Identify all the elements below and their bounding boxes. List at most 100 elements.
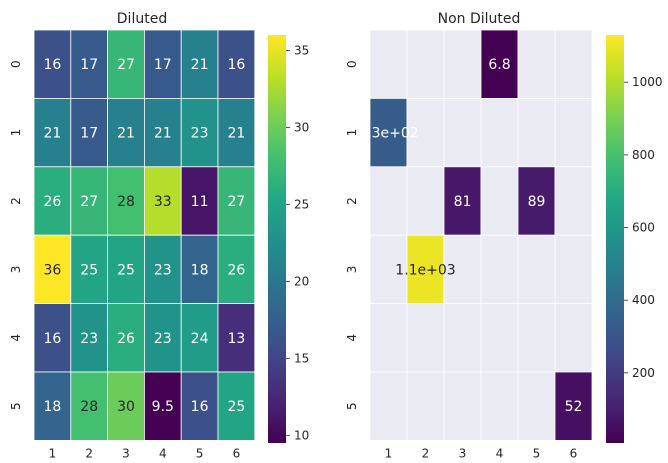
cell-value-label: 30 (117, 399, 135, 415)
heatmap-cell (443, 98, 482, 168)
heatmap-cell (369, 29, 408, 99)
cell-value-label: 26 (117, 331, 135, 347)
cell-value-label: 21 (154, 126, 172, 142)
heatmap-cell (406, 29, 445, 99)
colorbar-tick-label: 35 (294, 43, 309, 57)
heatmap-cell (517, 234, 556, 304)
non-diluted-title: Non Diluted (438, 11, 521, 27)
heatmap-cell (143, 234, 182, 304)
cell-value-label: 25 (80, 262, 98, 278)
heatmap-cell (554, 166, 593, 236)
colorbar-tick-label: 20 (294, 274, 309, 288)
colorbar-tick-label: 200 (632, 366, 655, 380)
heatmap-cell (70, 166, 109, 236)
heatmap-cell (406, 303, 445, 373)
x-tick-label: 5 (533, 446, 541, 460)
heatmap-non-diluted: Non Diluted 6.8 3.3e+02 81 89 1.1e+03 5 2 1 2 3 4… (345, 11, 663, 460)
cell-value-label: 33 (154, 194, 172, 210)
diluted-colorbar-gradient (268, 35, 286, 443)
non-diluted-colorbar: 200 400 600 800 1000 (606, 35, 663, 443)
cell-value-label: 16 (43, 57, 61, 73)
cell-value-label: 21 (43, 126, 61, 142)
heatmap-cell (517, 303, 556, 373)
heatmap-cell (70, 29, 109, 99)
cell-value-label: 6.8 (488, 57, 510, 73)
heatmap-cell (480, 371, 519, 441)
heatmap-cell (369, 166, 408, 236)
y-tick-label: 2 (9, 197, 23, 205)
cell-value-label: 9.5 (152, 399, 174, 415)
heatmap-cell (480, 29, 519, 99)
heatmap-cell (143, 166, 182, 236)
cell-value-label: 81 (454, 194, 472, 210)
heatmap-cell (217, 98, 256, 168)
cell-value-label: 25 (117, 262, 135, 278)
cell-value-label: 89 (528, 194, 546, 210)
heatmap-cell (480, 234, 519, 304)
colorbar-tick-label: 400 (632, 293, 655, 307)
heatmap-cell (143, 98, 182, 168)
x-tick-label: 1 (49, 446, 57, 460)
diluted-colorbar: 10 15 20 25 30 35 (268, 35, 309, 443)
heatmap-cell (517, 371, 556, 441)
cell-value-label: 21 (227, 126, 245, 142)
heatmap-cell (107, 234, 145, 304)
heatmap-cell (554, 371, 593, 441)
heatmap-cell (217, 166, 256, 236)
heatmap-cell (217, 371, 256, 441)
cell-value-label: 1.1e+03 (395, 262, 455, 278)
x-tick-label: 5 (196, 446, 204, 460)
colorbar-tick-label: 25 (294, 197, 309, 211)
heatmap-cell (517, 29, 556, 99)
cell-value-label: 18 (43, 399, 61, 415)
y-tick-label: 2 (345, 197, 359, 205)
heatmap-cell (480, 166, 519, 236)
heatmap-cell (33, 303, 72, 373)
y-tick-label: 4 (9, 334, 23, 342)
heatmap-cell (406, 234, 445, 304)
heatmap-cell (443, 29, 482, 99)
y-tick-label: 3 (9, 266, 23, 274)
heatmap-cell (33, 234, 72, 304)
heatmap-cell (70, 234, 109, 304)
colorbar-tick-label: 1000 (632, 75, 663, 89)
heatmap-cell (554, 98, 593, 168)
y-tick-label: 5 (9, 402, 23, 410)
y-tick-label: 4 (345, 334, 359, 342)
heatmap-cell (180, 303, 219, 373)
heatmap-cell (33, 29, 72, 99)
heatmap-cell (217, 234, 256, 304)
heatmap-cell (217, 303, 256, 373)
y-tick-label: 1 (345, 129, 359, 137)
heatmap-cell (554, 29, 593, 99)
y-tick-label: 3 (345, 266, 359, 274)
cell-value-label: 3.3e+02 (358, 126, 418, 142)
heatmap-cell (406, 166, 445, 236)
x-tick-label: 3 (122, 446, 130, 460)
cell-value-label: 27 (80, 194, 98, 210)
colorbar-tick-label: 600 (632, 221, 655, 235)
heatmap-cell (143, 371, 182, 441)
cell-value-label: 16 (43, 331, 61, 347)
x-tick-label: 2 (422, 446, 430, 460)
x-tick-label: 1 (385, 446, 393, 460)
colorbar-tick-label: 10 (294, 428, 309, 442)
x-tick-label: 3 (459, 446, 467, 460)
y-tick-label: 1 (9, 129, 23, 137)
heatmap-cell (443, 371, 482, 441)
heatmap-cell (554, 234, 593, 304)
heatmap-cell (369, 98, 408, 168)
colorbar-tick-label: 30 (294, 120, 309, 134)
heatmap-cell (554, 303, 593, 373)
cell-value-label: 27 (227, 194, 245, 210)
cell-value-label: 23 (154, 262, 172, 278)
heatmap-cell (480, 98, 519, 168)
x-tick-label: 2 (85, 446, 93, 460)
cell-value-label: 16 (227, 57, 245, 73)
heatmap-cell (143, 303, 182, 373)
cell-value-label: 17 (154, 57, 172, 73)
cell-value-label: 36 (43, 262, 61, 278)
diluted-title: Diluted (117, 11, 167, 27)
